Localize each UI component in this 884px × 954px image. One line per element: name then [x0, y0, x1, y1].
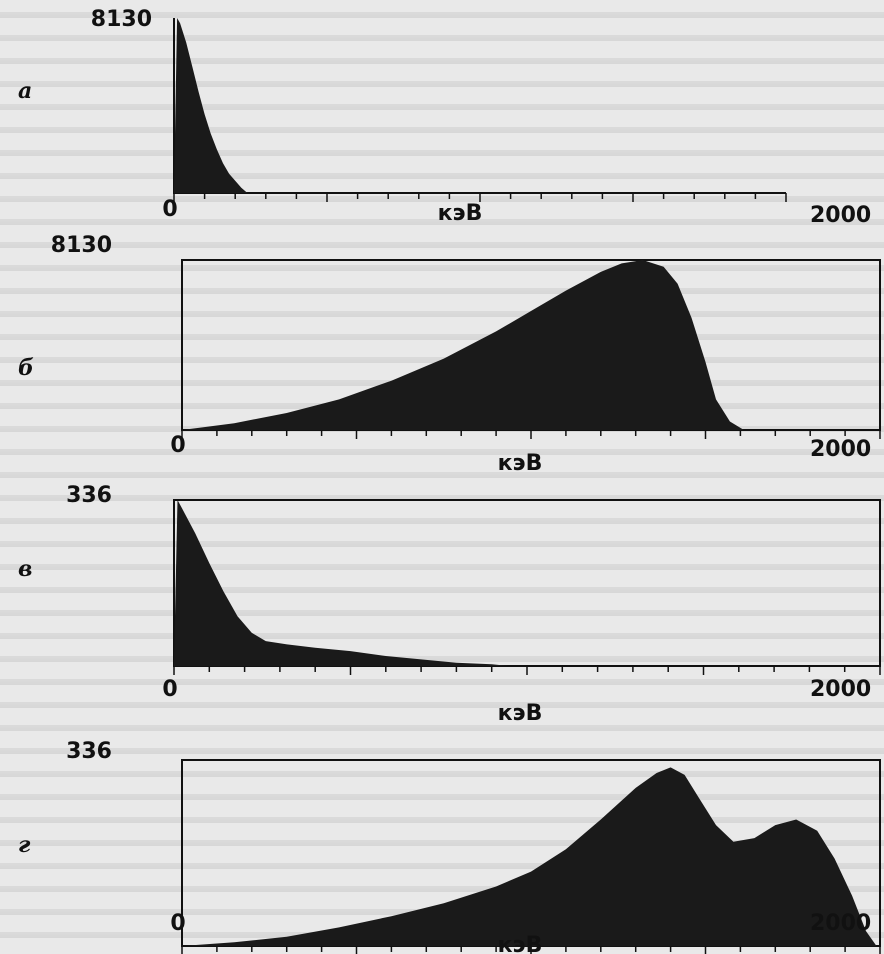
panel-g-ymax-label: 336	[66, 739, 112, 764]
panel-a-letter: а	[18, 78, 32, 104]
panel-g-ticks	[181, 946, 881, 954]
panel-v-xlabel: кэВ	[498, 701, 543, 726]
panel-b-xlabel: кэВ	[498, 451, 543, 476]
panel-g: 336 г 0 2000 кэВ	[18, 739, 881, 954]
panel-a: 8130 а 0 2000 кэВ	[18, 7, 871, 228]
panel-v-ticks	[173, 666, 881, 675]
panel-v-xmin-label: 0	[162, 677, 177, 702]
panel-g-xmin-label: 0	[170, 911, 185, 936]
panel-b-xmax-label: 2000	[810, 437, 871, 462]
panel-b-area	[182, 260, 744, 430]
panel-a-xmin-label: 0	[162, 197, 177, 222]
panel-a-frame	[174, 18, 786, 193]
panel-a-xmax-label: 2000	[810, 203, 871, 228]
panel-a-area	[174, 18, 248, 193]
panel-g-letter: г	[18, 832, 31, 858]
panel-a-ticks	[173, 193, 787, 202]
panel-a-xlabel: кэВ	[438, 201, 483, 226]
panel-v-ymax-label: 336	[66, 483, 112, 508]
panel-a-ymax-label: 8130	[91, 7, 152, 32]
panel-v-letter: в	[18, 556, 32, 582]
panel-v-xmax-label: 2000	[810, 677, 871, 702]
panel-b: 8130 б 0 2000 кэВ	[18, 233, 881, 476]
panel-g-xlabel: кэВ	[498, 933, 543, 954]
panel-a-axis	[173, 18, 786, 194]
panel-b-xmin-label: 0	[170, 433, 185, 458]
panel-g-xmax-label: 2000	[810, 911, 871, 936]
panel-b-letter: б	[18, 355, 34, 381]
panel-b-ymax-label: 8130	[51, 233, 112, 258]
panel-v-frame	[173, 499, 881, 667]
panel-b-ticks	[181, 430, 881, 439]
panel-v: 336 в 0 2000 кэВ	[18, 483, 881, 726]
panel-v-area	[174, 500, 510, 666]
panel-g-area	[182, 767, 877, 946]
panel-v-axis	[173, 500, 880, 667]
